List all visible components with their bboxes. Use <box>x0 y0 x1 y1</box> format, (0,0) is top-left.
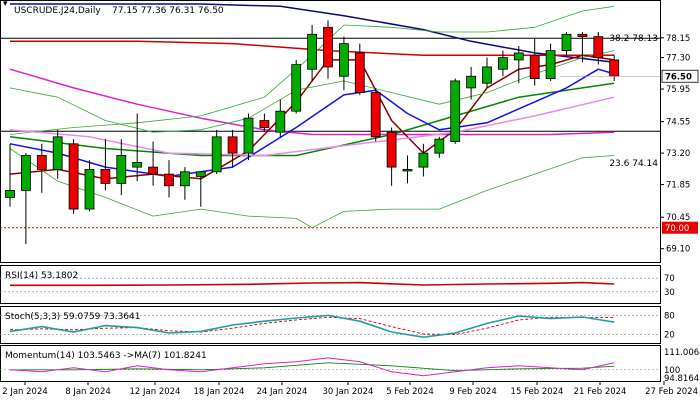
price-tick-label: 73.20 <box>666 149 690 159</box>
date-tick-label: 30 Jan 2024 <box>323 387 374 397</box>
momentum-tick-label: 100 <box>664 366 680 376</box>
price-tick-label: 70.45 <box>666 213 690 223</box>
candle-body <box>84 169 95 210</box>
overlay-line <box>9 96 615 157</box>
candle-body <box>529 54 540 79</box>
price-tick-label: 75.95 <box>666 85 690 95</box>
stoch-signal-line <box>9 316 615 336</box>
overlay-line <box>9 68 615 178</box>
marker-tag-box <box>662 221 698 234</box>
candle-body <box>338 43 349 77</box>
candle-body <box>116 155 127 184</box>
date-tick-label: 15 Feb 2024 <box>511 387 564 397</box>
candle-body <box>497 57 508 70</box>
candle-body <box>513 52 524 61</box>
stoch-main-line <box>9 314 615 339</box>
candle-body <box>466 75 477 89</box>
candle-body <box>100 169 111 184</box>
candle-body <box>195 171 206 177</box>
stoch-tick-label: 20 <box>664 331 675 341</box>
momentum-line <box>9 357 615 377</box>
candle-body <box>5 190 15 198</box>
stoch-tick-label: 80 <box>664 311 675 321</box>
current-price-tag-box <box>661 69 699 83</box>
date-tick-label: 24 Jan 2024 <box>257 387 308 397</box>
candle-body <box>148 166 159 175</box>
fib-382-label: 38.2 78.13 <box>609 34 658 44</box>
candle-body <box>164 173 174 187</box>
chart-symbol: USCRUDE.J24,Daily <box>14 6 101 16</box>
candle-body <box>418 152 429 168</box>
momentum-panel-frame <box>0 345 661 382</box>
candle-body <box>243 117 254 154</box>
candle-body <box>545 50 556 79</box>
candle-body <box>20 155 31 191</box>
rsi-tick-label: 70 <box>664 274 675 284</box>
date-tick-label: 18 Jan 2024 <box>194 387 245 397</box>
marker-tag: 70.00 <box>665 224 689 234</box>
overlay-line <box>9 82 615 157</box>
chart-header-icon: ▾ <box>3 0 8 9</box>
stoch-label: Stoch(5,3,3) 59.0759 73.3641 <box>5 312 140 322</box>
candle-body <box>561 33 572 52</box>
candle-body <box>179 171 190 187</box>
candle-body <box>227 136 238 154</box>
momentum-label: Momentum(14) 103.5463 ->MA(7) 101.8241 <box>5 351 207 361</box>
rsi-label: RSI(14) 53.1802 <box>5 271 78 281</box>
current-price-tag: 76.50 <box>665 73 692 83</box>
rsi-tick-label: 30 <box>664 288 675 298</box>
date-tick-label: 5 Feb 2024 <box>386 387 434 397</box>
candle-body <box>275 110 286 133</box>
candle-body <box>386 131 397 168</box>
date-tick-label: 27 Feb 2024 <box>645 387 698 397</box>
candle-body <box>577 33 588 38</box>
overlay-line <box>9 50 615 133</box>
candle-body <box>434 138 445 154</box>
overlay-line <box>9 148 615 229</box>
candle-body <box>259 120 270 128</box>
candle-body <box>482 66 492 84</box>
candle-body <box>370 92 381 138</box>
candle-body <box>52 136 63 170</box>
momentum-tick-label: 94.8164 <box>664 374 699 384</box>
date-tick-label: 12 Jan 2024 <box>130 387 181 397</box>
candle-body <box>307 33 318 70</box>
momentum-ma-line <box>10 362 615 372</box>
candle-body <box>402 169 413 172</box>
candle-body <box>211 136 222 173</box>
date-tick-label: 8 Jan 2024 <box>65 387 111 397</box>
price-tick-label: 77.30 <box>666 54 690 64</box>
candle-body <box>450 80 461 142</box>
chart-ohlc: 77.15 77.36 76.31 76.50 <box>112 6 224 16</box>
price-tick-label: 69.10 <box>666 245 690 255</box>
candle-body <box>354 52 365 93</box>
rsi-panel-frame <box>0 265 661 304</box>
rsi-line <box>10 281 615 287</box>
candle-body <box>609 59 620 77</box>
date-tick-label: 9 Feb 2024 <box>449 387 497 397</box>
candle-body <box>291 64 302 112</box>
candle-body <box>593 36 604 58</box>
candle-body <box>68 143 79 210</box>
date-tick-label: 2 Jan 2024 <box>2 387 48 397</box>
candle-body <box>323 26 333 68</box>
stoch-panel-frame <box>0 306 661 344</box>
candle-body <box>132 162 143 168</box>
fib-236-label: 23.6 74.14 <box>609 159 658 169</box>
momentum-tick-label: 111.0068 <box>664 348 700 358</box>
overlay-line <box>10 3 615 64</box>
date-tick-label: 21 Feb 2024 <box>574 387 627 397</box>
price-tick-label: 78.15 <box>666 34 690 44</box>
price-tick-label: 74.55 <box>666 118 690 128</box>
price-tick-label: 71.85 <box>666 181 690 191</box>
candle-body <box>36 155 47 170</box>
